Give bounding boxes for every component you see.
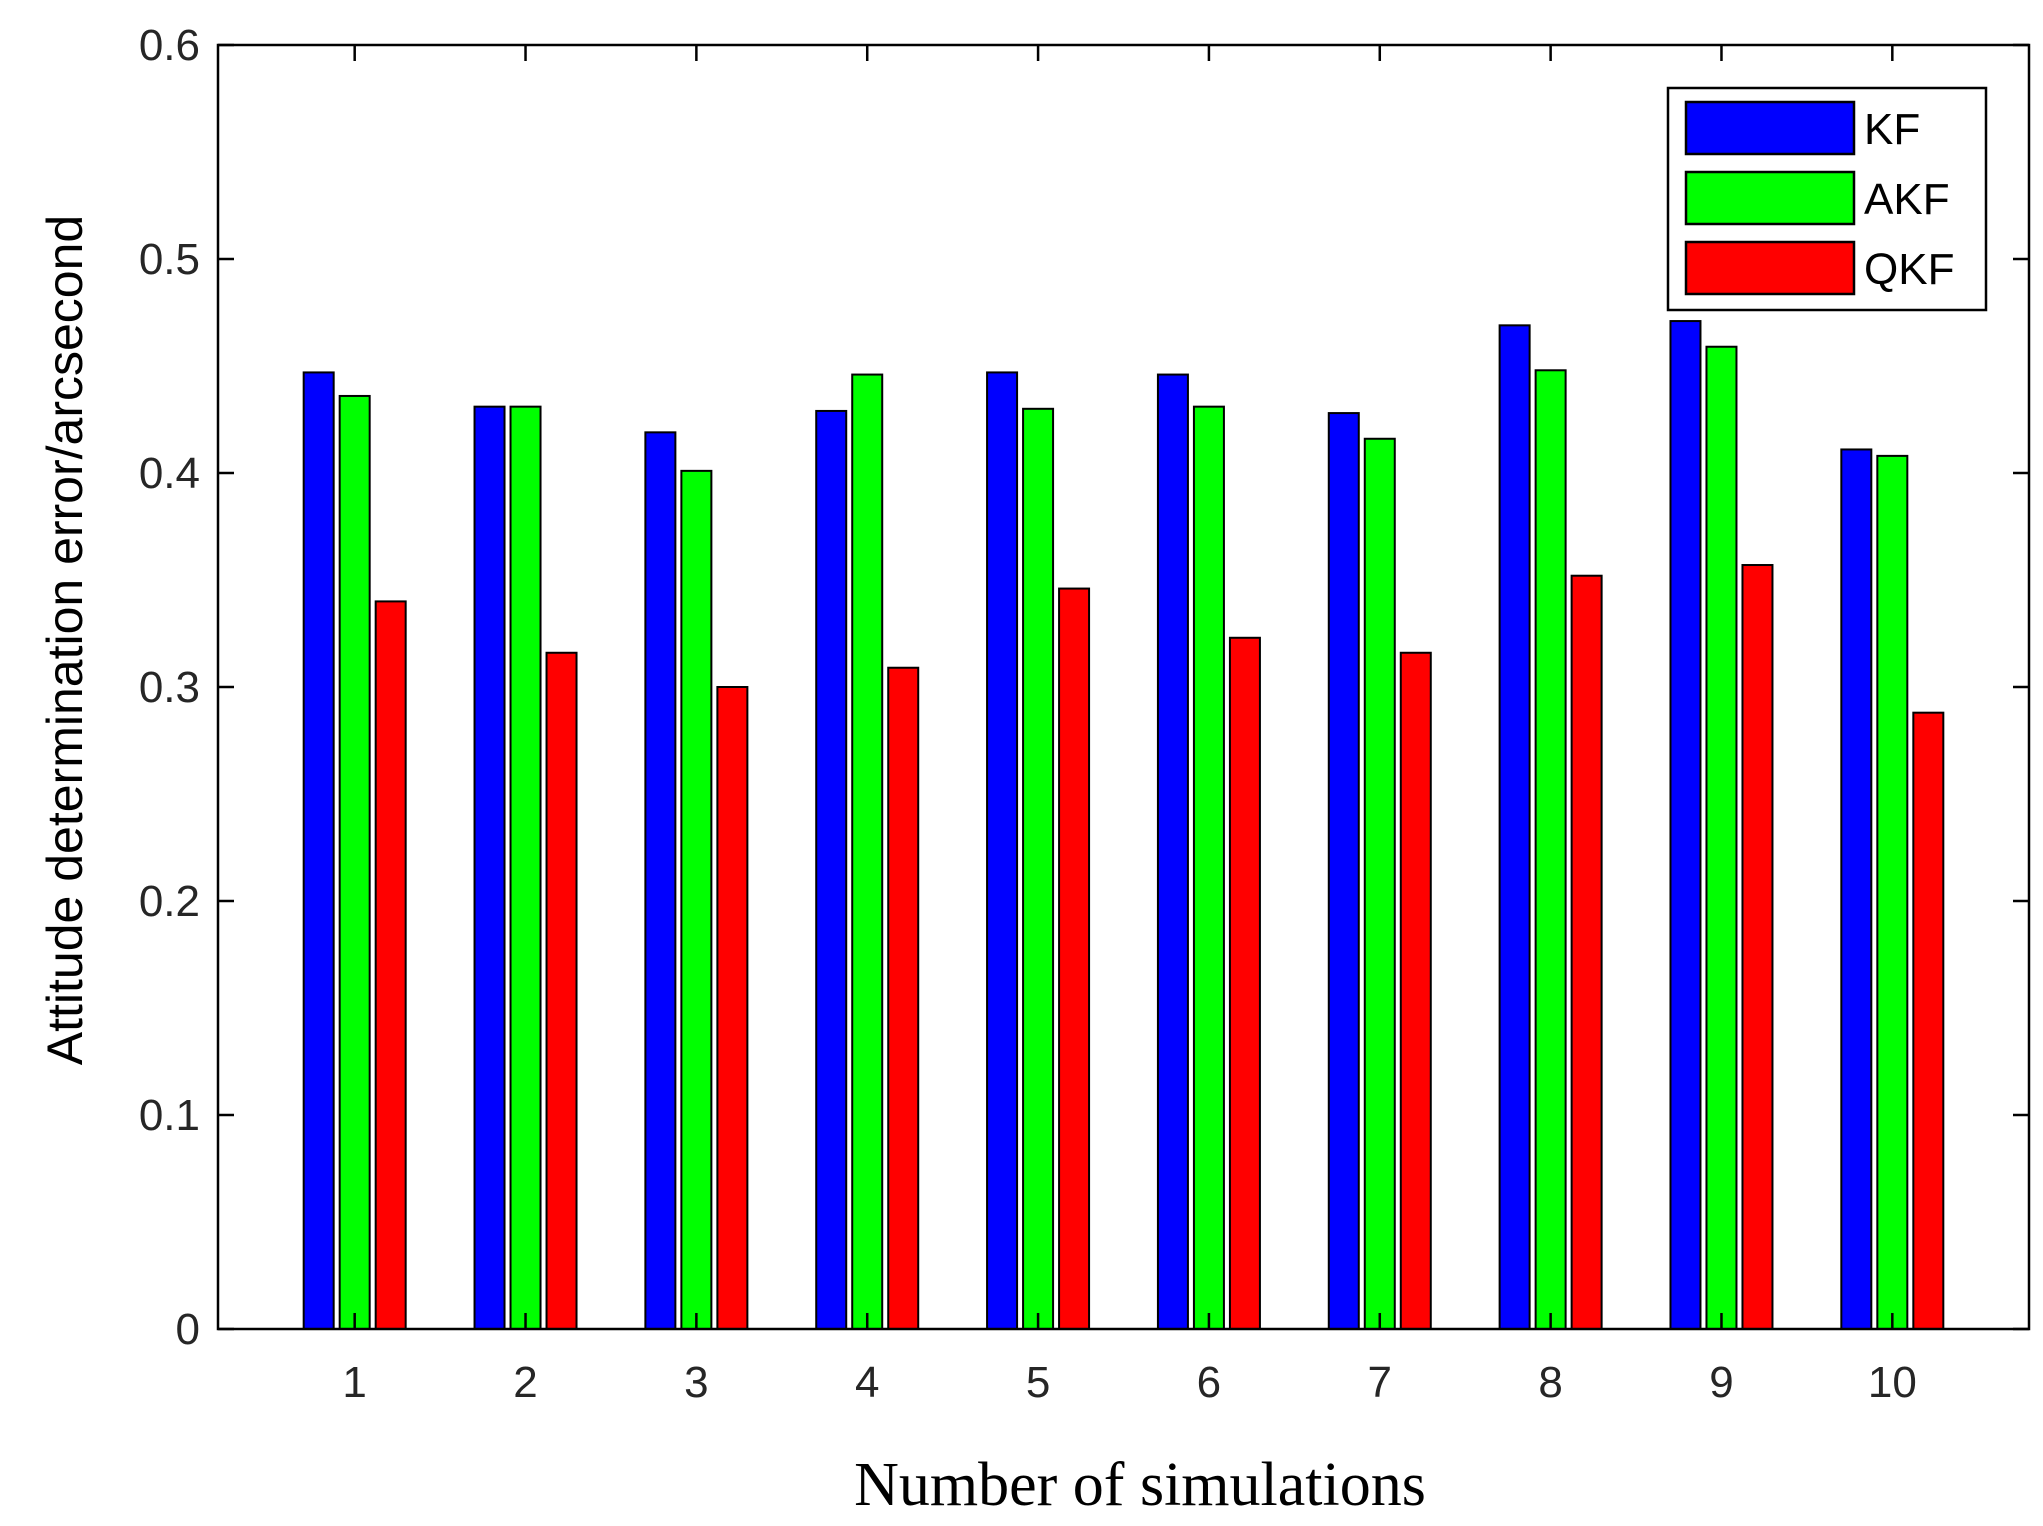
bar-qkf-6: [1228, 636, 1261, 1330]
legend: KF AKF QKF: [1666, 86, 1988, 312]
x-tick-label: 8: [1538, 1358, 1562, 1407]
bar-kf-4: [815, 409, 848, 1330]
bar-akf-6: [1192, 405, 1225, 1331]
x-tick-label: 3: [684, 1358, 708, 1407]
x-tick-label: 7: [1368, 1358, 1392, 1407]
bar-akf-9: [1705, 345, 1738, 1330]
bar-akf-2: [509, 405, 542, 1331]
legend-swatch-akf: [1684, 170, 1856, 226]
bar-kf-5: [986, 371, 1019, 1331]
bar-kf-1: [302, 371, 335, 1331]
bar-kf-7: [1327, 412, 1360, 1330]
y-tick-label: 0.2: [139, 877, 200, 926]
bar-kf-3: [644, 431, 677, 1330]
y-tick-label: 0.5: [139, 235, 200, 284]
x-axis-label: Number of simulations: [854, 1451, 1426, 1519]
bar-qkf-3: [716, 686, 749, 1330]
legend-label-kf: KF: [1864, 105, 1920, 154]
bar-akf-1: [338, 394, 371, 1330]
labels-layer: 0 0.1 0.2 0.3 0.4 0.5 0.6 1 2 3 4 5 6 7 8 9 10: [139, 21, 1917, 1407]
x-tick-label: 10: [1868, 1358, 1917, 1407]
legend-swatch-qkf: [1684, 240, 1856, 296]
bar-akf-10: [1876, 454, 1909, 1330]
bar-qkf-9: [1741, 564, 1774, 1330]
x-tick-label: 1: [342, 1358, 366, 1407]
bar-kf-9: [1669, 320, 1702, 1330]
y-tick-label: 0.4: [139, 449, 200, 498]
legend-label-qkf: QKF: [1864, 245, 1954, 294]
y-tick-label: 0.1: [139, 1091, 200, 1140]
plot-frame: [216, 43, 2031, 1331]
bar-akf-7: [1363, 437, 1396, 1330]
bar-akf-3: [680, 469, 713, 1330]
bar-qkf-10: [1912, 711, 1945, 1330]
bars-layer: [302, 320, 1945, 1331]
bar-qkf-8: [1570, 574, 1603, 1330]
bar-kf-8: [1498, 324, 1531, 1330]
bar-qkf-4: [887, 666, 920, 1330]
bar-qkf-2: [545, 651, 578, 1330]
legend-swatch-kf: [1684, 100, 1856, 156]
x-tick-label: 4: [855, 1358, 879, 1407]
bar-kf-6: [1156, 373, 1189, 1330]
y-axis-label: Attitude determination error/arcsecond: [37, 215, 93, 1065]
bar-akf-5: [1022, 407, 1055, 1330]
x-tick-label: 5: [1026, 1358, 1050, 1407]
y-tick-label: 0: [176, 1305, 200, 1354]
bar-qkf-7: [1399, 651, 1432, 1330]
bar-kf-2: [473, 405, 506, 1331]
y-tick-label: 0.6: [139, 21, 200, 70]
x-tick-label: 9: [1709, 1358, 1733, 1407]
legend-label-akf: AKF: [1864, 175, 1950, 224]
bar-akf-8: [1534, 369, 1567, 1330]
y-tick-label: 0.3: [139, 663, 200, 712]
bar-qkf-5: [1058, 587, 1091, 1330]
bar-kf-10: [1840, 448, 1873, 1330]
x-tick-label: 6: [1197, 1358, 1221, 1407]
bar-akf-4: [851, 373, 884, 1330]
x-tick-label: 2: [513, 1358, 537, 1407]
bar-qkf-1: [374, 600, 407, 1330]
